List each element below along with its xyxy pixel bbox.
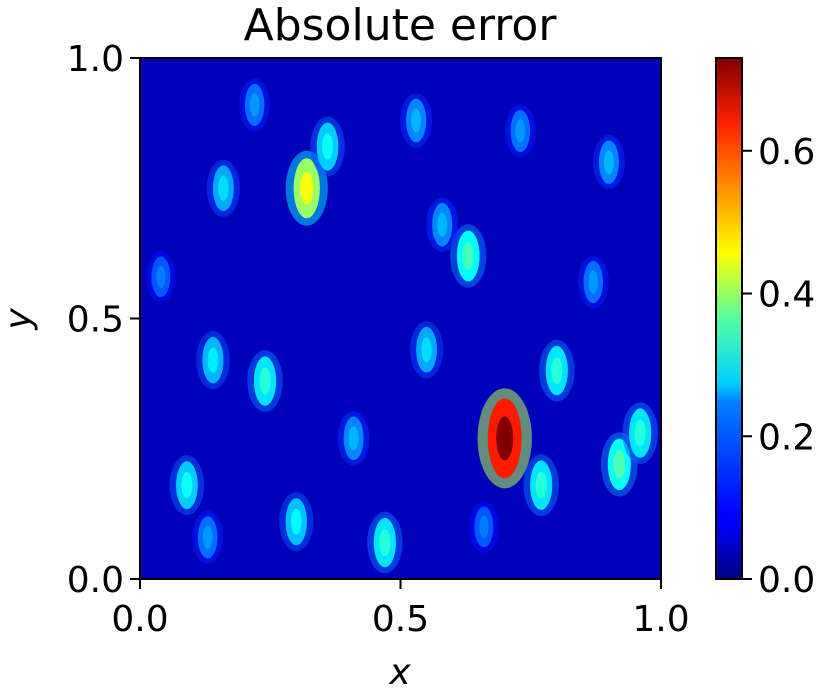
hotspot-core bbox=[290, 508, 302, 535]
hotspot-core bbox=[218, 175, 229, 201]
hotspot bbox=[367, 511, 403, 574]
hotspot bbox=[279, 492, 314, 552]
colorbar-tick-label: 0.6 bbox=[758, 132, 815, 173]
y-axis-label: y bbox=[0, 308, 39, 331]
x-tick-label: 0.5 bbox=[372, 599, 429, 640]
hotspot bbox=[145, 251, 176, 303]
hotspot bbox=[622, 402, 658, 464]
hotspot bbox=[468, 501, 500, 553]
hotspot bbox=[426, 197, 459, 253]
hotspot bbox=[206, 159, 241, 217]
hotspot-core bbox=[348, 426, 359, 451]
hotspot-core bbox=[300, 171, 314, 205]
colorbar-ticks: 0.0 0.2 0.4 0.6 bbox=[742, 132, 815, 601]
hotspot-core bbox=[437, 212, 448, 237]
hotspot-core bbox=[588, 270, 599, 294]
hotspot bbox=[192, 510, 224, 564]
colorbar-gradient bbox=[716, 58, 742, 579]
hotspot-core bbox=[379, 528, 391, 557]
hotspot bbox=[409, 321, 444, 379]
colorbar-tick-label: 0.4 bbox=[758, 275, 815, 316]
hotspot-core bbox=[634, 419, 646, 447]
hotspot bbox=[504, 104, 536, 158]
hotspot-core bbox=[181, 472, 193, 499]
hotspot-core bbox=[551, 357, 563, 385]
hotspot-core bbox=[479, 515, 489, 539]
hotspot bbox=[600, 432, 638, 497]
hotspot bbox=[523, 454, 559, 517]
hotspot-core bbox=[322, 133, 333, 160]
y-tick-label: 0.0 bbox=[67, 560, 124, 601]
colorbar-frame bbox=[715, 57, 743, 580]
hotspot-core bbox=[259, 367, 271, 395]
hotspot bbox=[247, 350, 283, 412]
hotspot bbox=[239, 78, 271, 132]
hotspot-core bbox=[462, 242, 474, 270]
heatmap-background bbox=[140, 58, 661, 579]
hotspot bbox=[539, 339, 575, 402]
hotspot-core bbox=[613, 450, 626, 479]
hotspot bbox=[310, 116, 345, 177]
x-axis-label: x bbox=[388, 652, 411, 689]
x-tick-label: 1.0 bbox=[632, 599, 689, 640]
x-axis-ticks: 0.0 0.5 1.0 bbox=[111, 579, 690, 640]
chart-title: Absolute error bbox=[244, 0, 558, 51]
y-axis-ticks: 0.0 0.5 1.0 bbox=[67, 39, 140, 601]
y-tick-label: 1.0 bbox=[67, 39, 124, 80]
colorbar-tick-label: 0.2 bbox=[758, 417, 815, 458]
y-tick-label: 0.5 bbox=[67, 300, 124, 341]
hotspot-core bbox=[202, 525, 213, 549]
hotspot-core bbox=[156, 265, 166, 289]
hotspot bbox=[450, 224, 487, 288]
colorbar-tick-label: 0.0 bbox=[758, 560, 815, 601]
hotspot-core bbox=[207, 347, 219, 373]
hotspot-core bbox=[515, 119, 526, 143]
hotspot bbox=[592, 134, 625, 190]
x-tick-label: 0.0 bbox=[111, 599, 168, 640]
hotspot-core bbox=[411, 108, 422, 133]
heatmap-area bbox=[140, 58, 661, 579]
colorbar: 0.0 0.2 0.4 0.6 bbox=[715, 57, 815, 601]
hotspot bbox=[400, 93, 433, 148]
hotspot-core bbox=[603, 150, 614, 175]
hotspot-layer bbox=[145, 78, 658, 574]
hotspot-core bbox=[249, 93, 260, 117]
hotspot-core bbox=[421, 337, 432, 363]
hotspot bbox=[577, 255, 609, 309]
hotspot bbox=[196, 331, 230, 390]
hotspot-core bbox=[496, 416, 514, 461]
hotspot bbox=[477, 388, 532, 489]
hotspot bbox=[337, 411, 370, 466]
hotspot-core bbox=[535, 471, 547, 499]
hotspot bbox=[169, 455, 205, 516]
